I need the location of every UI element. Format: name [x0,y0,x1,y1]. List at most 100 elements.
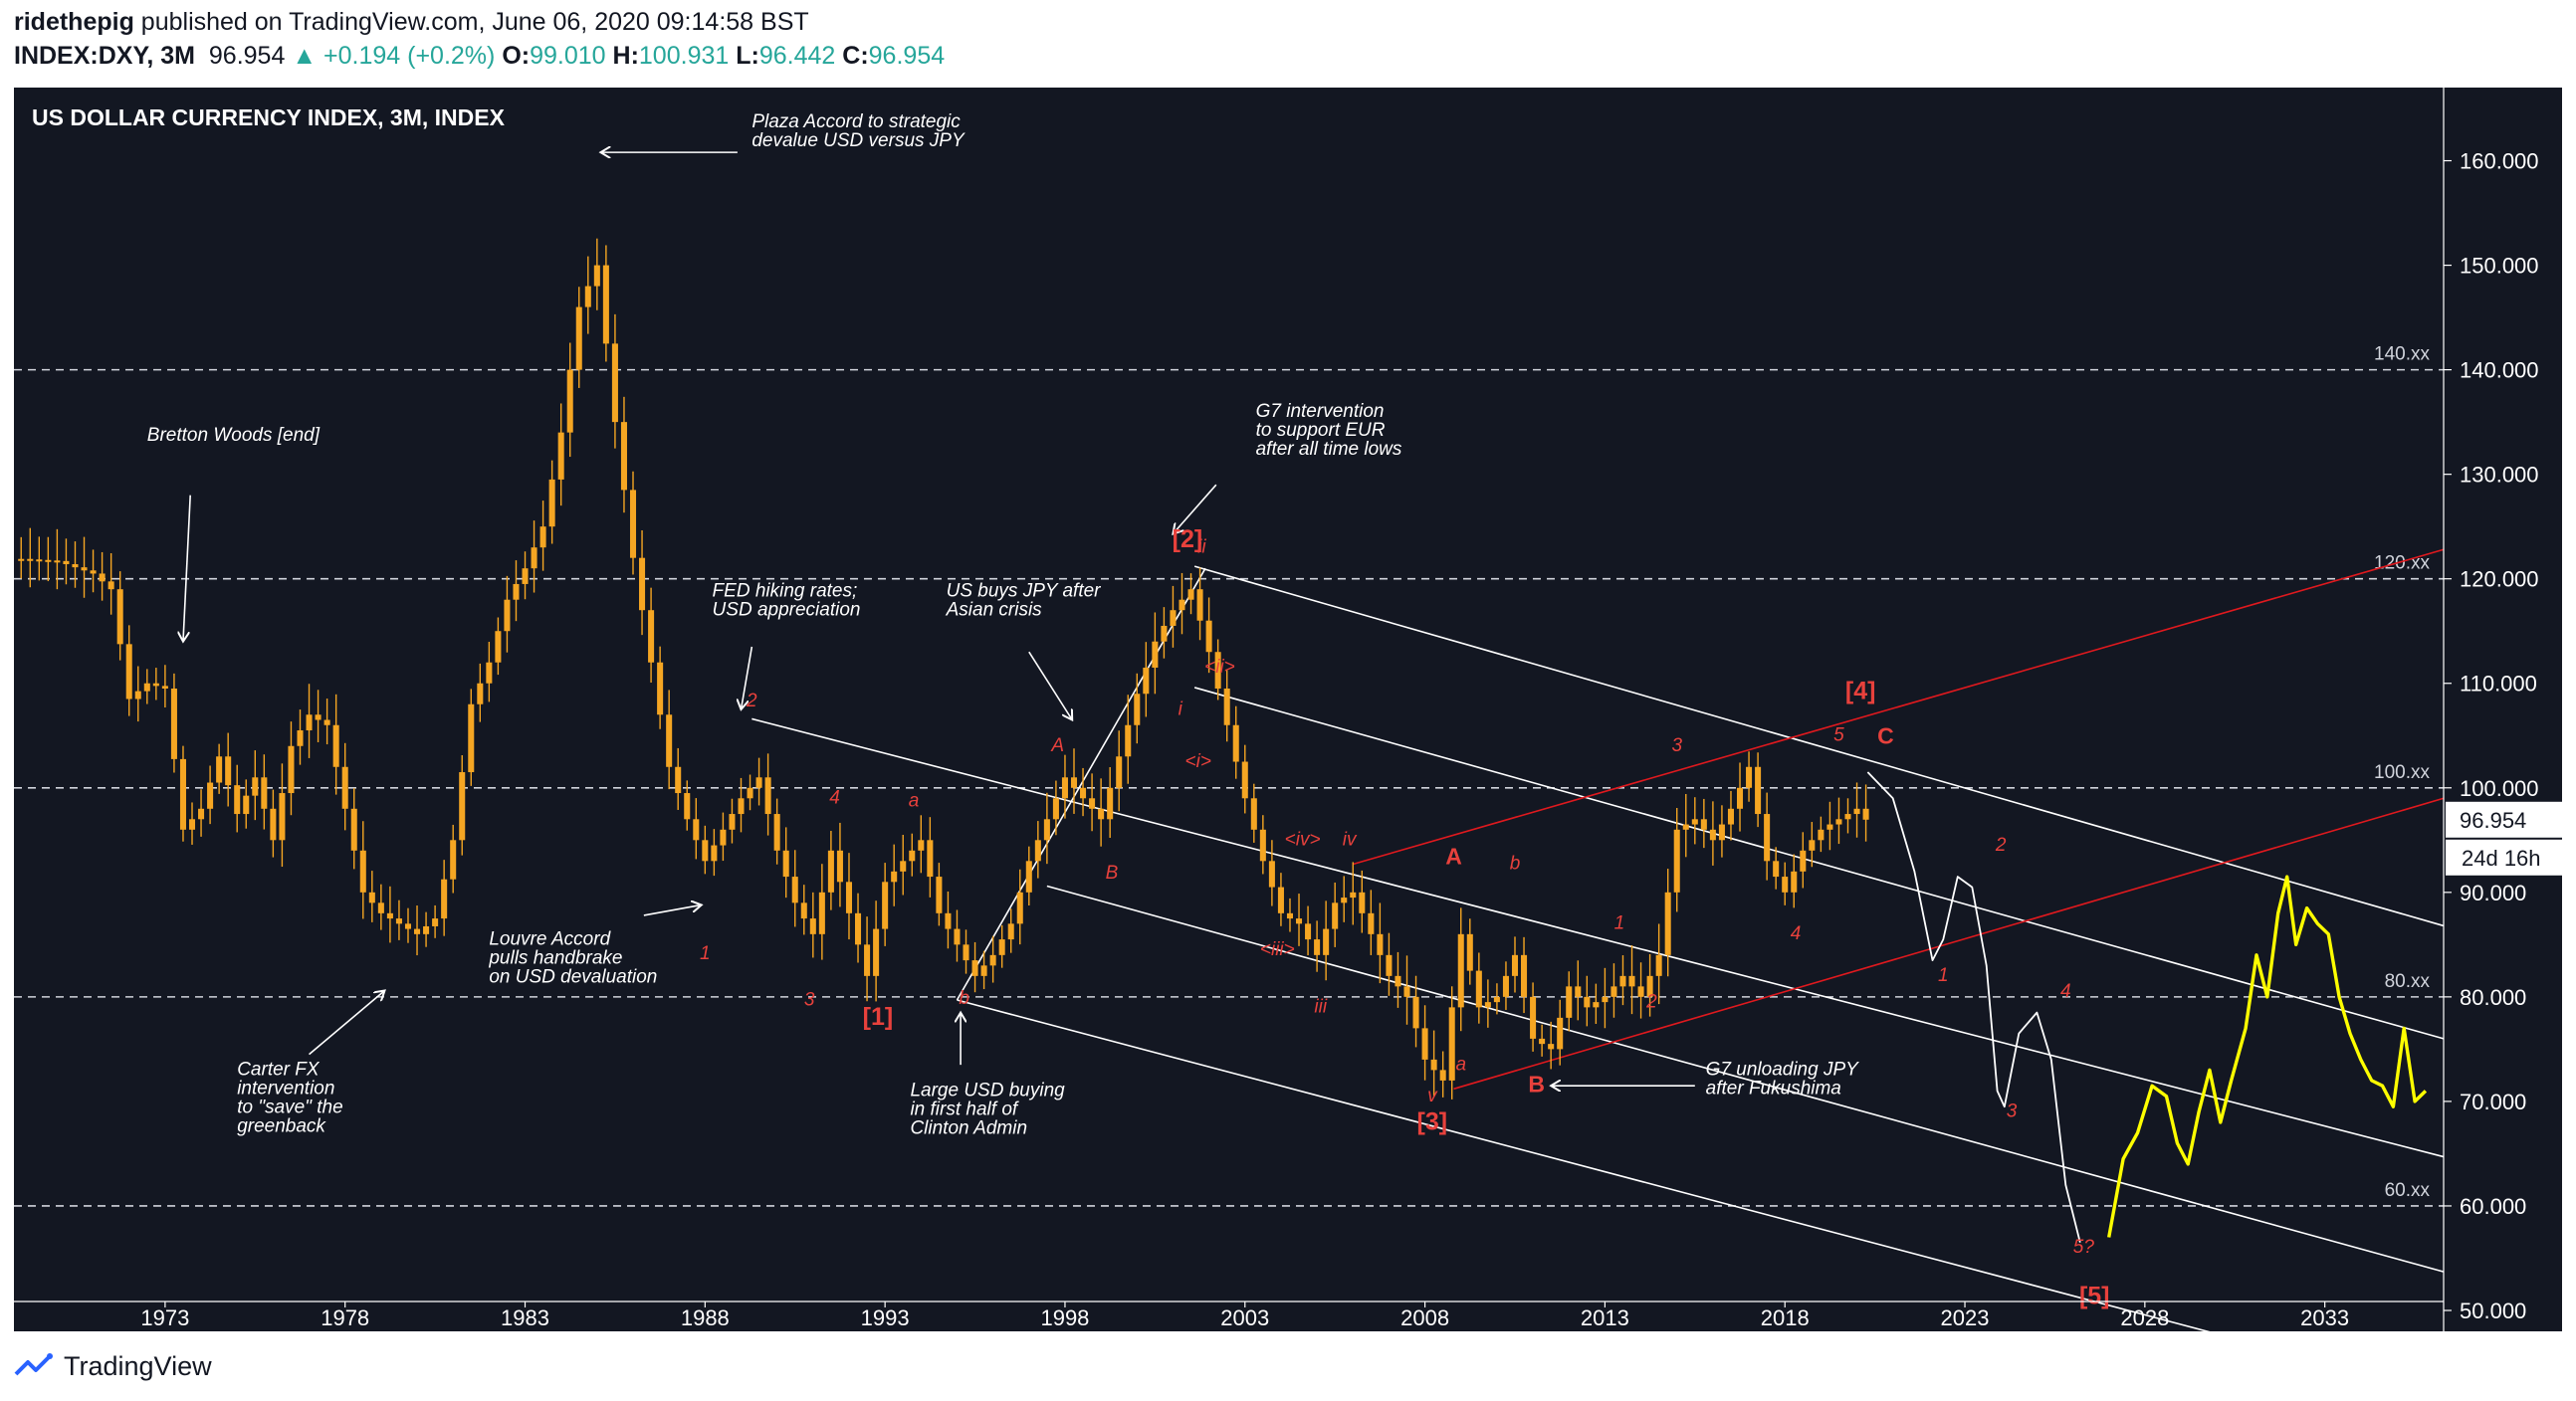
annotation-text: US buys JPY after Asian crisis [946,581,1102,621]
price-tick-label: 150.000 [2460,254,2539,279]
candle-body [1314,939,1321,955]
wave-label: iii [1314,997,1327,1018]
candle-body [1566,986,1573,1018]
candle-body [1007,923,1014,940]
candle-body [648,610,655,663]
publish-info: ridethepig published on TradingView.com,… [14,8,809,37]
wave-label: A [1445,843,1462,869]
annotation-text: G7 unloading JPY after Fukushima [1706,1060,1859,1100]
candle-body [27,558,34,561]
candle-body [755,777,762,788]
last-price-label: 96.954 [2460,808,2526,833]
level-label: 80.xx [2385,971,2431,992]
candle-body [1080,787,1087,799]
high-value: 100.931 [638,42,730,70]
candle-body [1061,777,1068,799]
candle-body [1421,1028,1428,1060]
wave-label: 4 [1791,923,1802,944]
candle-body [1187,589,1194,600]
candle-body [1098,808,1105,820]
candle-body [900,861,907,872]
candle-body [1575,986,1582,997]
candle-body [459,772,466,841]
price-chart[interactable]: US DOLLAR CURRENCY INDEX, 3M, INDEX 140.… [14,88,2562,1395]
candle-body [1791,871,1798,893]
wave-label: iv [1343,830,1358,851]
channel-line [1046,885,2445,1273]
candle-body [539,526,546,548]
author-name[interactable]: ridethepig [14,8,134,36]
annotation-text: Bretton Woods [end] [147,425,321,446]
candle-body [927,840,934,878]
candle-body [441,879,448,919]
price-tags: 96.954 24d 16h [2446,801,2562,876]
candle-body [891,871,898,883]
candle-body [584,286,591,307]
price-tick-label: 60.000 [2460,1194,2526,1219]
annotation-line: Carter FX [237,1060,321,1081]
candle-body [234,785,241,815]
candle-body [557,432,564,480]
annotation-arrow [1028,651,1072,719]
candle-body [1457,933,1464,1008]
candle-body [261,777,268,809]
wave-label: 4 [829,788,840,809]
brand-name[interactable]: TradingView [64,1351,212,1381]
candle-body [1250,798,1257,830]
candle-body [1332,902,1339,929]
annotation-text: Large USD buying in first half of Clinton … [910,1081,1065,1139]
annotation-line: Louvre Accord [489,928,611,949]
annotation-arrow [183,495,191,642]
tradingview-logo-icon[interactable] [14,1352,58,1382]
candle-body [1214,652,1221,689]
candle-body [143,683,150,692]
price-tick-label: 160.000 [2460,149,2539,174]
candle-body [395,918,402,924]
candle-body [666,714,673,767]
candle-body [1025,861,1032,893]
candle-body [486,662,493,684]
candle-body [1628,975,1635,987]
time-tick-label: 2013 [1581,1305,1629,1330]
candle-body [1034,840,1041,862]
candle-body [252,777,259,796]
candle-body [1844,814,1851,820]
candle-body [1143,667,1150,695]
wave-label: a [909,791,920,812]
candle-body [1664,892,1671,955]
candle-body [1286,912,1293,919]
candle-body [152,683,159,687]
time-tick-label: 1973 [140,1305,189,1330]
annotations: Plaza Accord to strategic devalue USD ver… [147,111,1859,1139]
candle-body [243,795,250,815]
wave-label: [5] [2079,1283,2110,1310]
chart-area[interactable]: US DOLLAR CURRENCY INDEX, 3M, INDEX 140.… [14,88,2562,1395]
wave-label: <i> [1185,751,1211,772]
annotation-line: pulls handbrake [488,947,622,968]
candle-body [1610,986,1617,997]
candle-body [279,793,286,841]
candle-body [18,558,25,561]
price-tick-label: 140.000 [2460,358,2539,383]
candle-body [1835,819,1842,825]
candle-body [989,954,996,966]
annotation-line: FED hiking rates; [713,581,858,602]
candle-body [720,829,727,846]
candle-body [1395,975,1401,987]
candle-body [270,808,277,841]
candle-body [1305,923,1312,940]
candle-body [1466,933,1473,971]
countdown-label: 24d 16h [2462,846,2541,871]
candle-body [404,923,412,929]
candle-body [198,808,205,820]
candle-body [1584,996,1591,1008]
channel-line [1193,565,2445,927]
wave-label: B [1106,863,1119,884]
candle-body [423,925,430,934]
candle-body [1682,824,1689,830]
candle-body [936,877,943,913]
candle-body [909,850,916,862]
wave-label: [3] [1417,1107,1448,1135]
time-axis[interactable]: 1973 1978 1983 1988 1993 1998 2003 2008 2013 2018… [14,1301,2444,1330]
price-axis[interactable]: 160.000 150.000 140.000 130.000 120.000 110.0… [2443,88,2539,1331]
